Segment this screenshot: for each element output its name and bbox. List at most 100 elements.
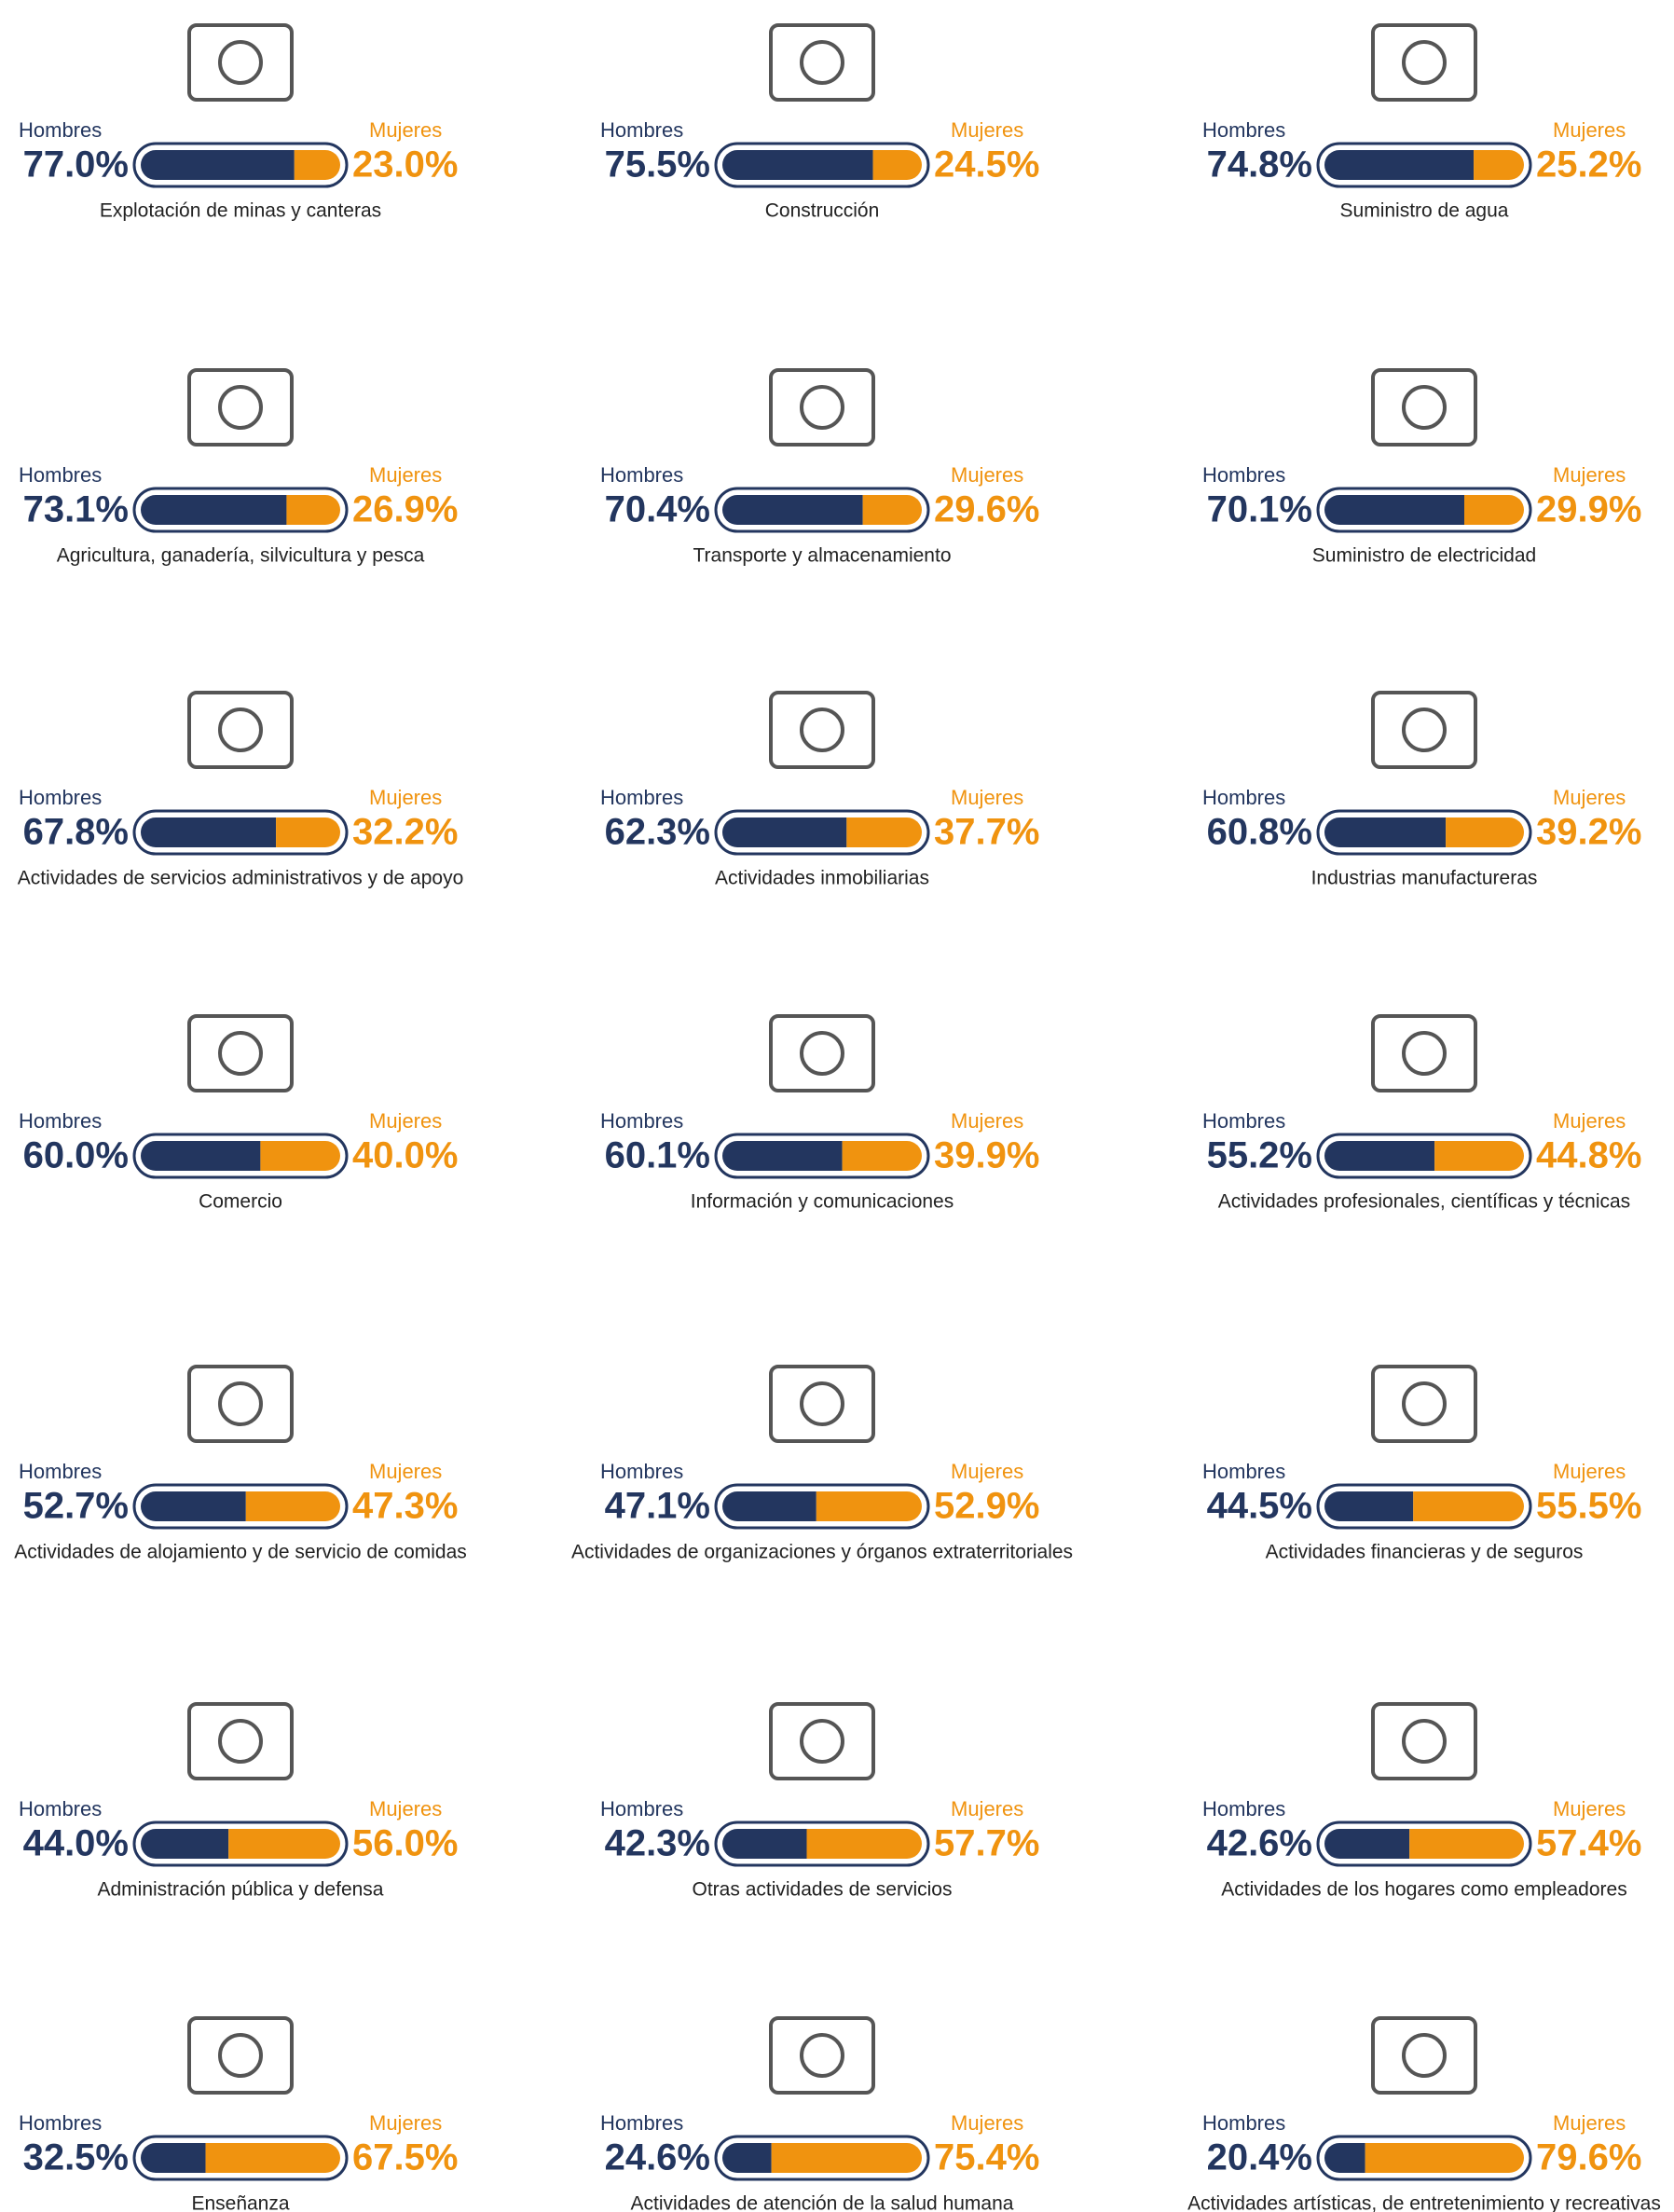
legend-label: Mujeres bbox=[1553, 118, 1626, 142]
bar bbox=[722, 150, 922, 180]
bar-segment bbox=[722, 1491, 816, 1521]
icon bbox=[771, 2018, 873, 2093]
bar-segment bbox=[141, 495, 286, 525]
icon-shape bbox=[1404, 387, 1445, 428]
bar-segment bbox=[1365, 2143, 1524, 2173]
category-label: Actividades de servicios administrativos… bbox=[18, 868, 464, 889]
bar-segment bbox=[722, 1829, 807, 1859]
bar bbox=[141, 495, 340, 525]
bar-segment bbox=[1324, 495, 1464, 525]
category-label: Administración pública y defensa bbox=[97, 1879, 383, 1901]
value-label: 24.5% bbox=[934, 144, 1039, 185]
category-label: Comercio bbox=[199, 1191, 282, 1213]
icon-shape bbox=[771, 2018, 873, 2093]
legend-label: Mujeres bbox=[369, 1460, 442, 1483]
value-label: 24.6% bbox=[605, 2137, 710, 2178]
icon-shape bbox=[1373, 1367, 1475, 1441]
bar-segment bbox=[141, 150, 295, 180]
legend-label: Hombres bbox=[600, 1109, 683, 1133]
legend-label: Mujeres bbox=[1553, 1460, 1626, 1483]
legend-label: Hombres bbox=[1202, 1797, 1285, 1820]
legend-label: Mujeres bbox=[1553, 1109, 1626, 1133]
icon-shape bbox=[189, 1367, 292, 1441]
bar bbox=[141, 150, 340, 180]
icon bbox=[1373, 370, 1475, 445]
icon-shape bbox=[802, 1033, 843, 1074]
bar bbox=[141, 1829, 340, 1859]
legend-label: Mujeres bbox=[951, 786, 1023, 809]
bar bbox=[722, 495, 922, 525]
bar-segment bbox=[141, 2143, 206, 2173]
icon bbox=[189, 1367, 292, 1441]
bar-segment bbox=[141, 1829, 228, 1859]
category-label: Actividades de los hogares como empleado… bbox=[1221, 1879, 1626, 1901]
value-label: 52.7% bbox=[23, 1486, 129, 1527]
value-label: 60.1% bbox=[605, 1135, 710, 1176]
bar-segment bbox=[722, 817, 846, 847]
category-label: Actividades de organizaciones y órganos … bbox=[571, 1542, 1073, 1563]
legend-label: Hombres bbox=[600, 2111, 683, 2135]
bar-segment bbox=[722, 150, 873, 180]
legend-label: Hombres bbox=[600, 1460, 683, 1483]
legend-label: Hombres bbox=[1202, 118, 1285, 142]
bar-segment bbox=[722, 495, 863, 525]
value-label: 44.8% bbox=[1536, 1135, 1641, 1176]
icon-shape bbox=[220, 1033, 261, 1074]
icon-shape bbox=[802, 1721, 843, 1762]
bar bbox=[722, 817, 922, 847]
value-label: 23.0% bbox=[352, 144, 458, 185]
icon-shape bbox=[1404, 1721, 1445, 1762]
legend-label: Mujeres bbox=[369, 1109, 442, 1133]
legend-label: Mujeres bbox=[951, 1460, 1023, 1483]
bar bbox=[722, 2143, 922, 2173]
value-label: 40.0% bbox=[352, 1135, 458, 1176]
icon-shape bbox=[189, 370, 292, 445]
value-label: 29.9% bbox=[1536, 489, 1641, 530]
legend-label: Hombres bbox=[19, 463, 102, 487]
legend-label: Mujeres bbox=[369, 463, 442, 487]
value-label: 26.9% bbox=[352, 489, 458, 530]
icon-shape bbox=[771, 1016, 873, 1091]
value-label: 57.4% bbox=[1536, 1823, 1641, 1864]
icon bbox=[771, 1704, 873, 1779]
value-label: 73.1% bbox=[23, 489, 129, 530]
icon-shape bbox=[220, 1721, 261, 1762]
category-label: Suministro de electricidad bbox=[1312, 545, 1536, 567]
legend-label: Hombres bbox=[1202, 463, 1285, 487]
bar-segment bbox=[1464, 495, 1524, 525]
bar-segment bbox=[873, 150, 922, 180]
bar bbox=[1324, 2143, 1524, 2173]
icon bbox=[189, 25, 292, 100]
icon-shape bbox=[1373, 2018, 1475, 2093]
value-label: 75.5% bbox=[605, 144, 710, 185]
category-label: Enseñanza bbox=[191, 2193, 289, 2212]
icon-shape bbox=[220, 42, 261, 83]
icon bbox=[1373, 1704, 1475, 1779]
value-label: 75.4% bbox=[934, 2137, 1039, 2178]
legend-label: Hombres bbox=[1202, 1109, 1285, 1133]
legend-label: Mujeres bbox=[1553, 2111, 1626, 2135]
bar bbox=[141, 2143, 340, 2173]
icon bbox=[771, 693, 873, 767]
value-label: 70.4% bbox=[605, 489, 710, 530]
icon-shape bbox=[802, 709, 843, 750]
bar-segment bbox=[816, 1491, 922, 1521]
legend-label: Mujeres bbox=[951, 118, 1023, 142]
value-label: 42.3% bbox=[605, 1823, 710, 1864]
bar-segment bbox=[260, 1141, 340, 1171]
icon-shape bbox=[1373, 25, 1475, 100]
bar-segment bbox=[246, 1491, 340, 1521]
chart: HombresMujeres77.0%23.0%Explotación de m… bbox=[0, 0, 1674, 2212]
icon bbox=[1373, 693, 1475, 767]
value-label: 55.2% bbox=[1207, 1135, 1312, 1176]
